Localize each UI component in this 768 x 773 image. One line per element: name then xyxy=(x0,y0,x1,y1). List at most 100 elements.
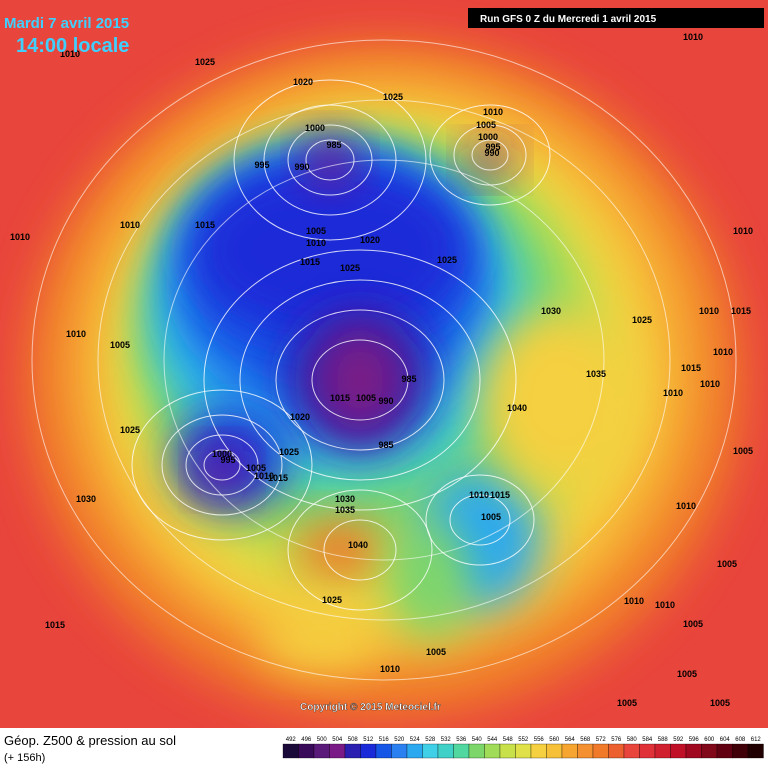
legend-swatch xyxy=(298,743,315,759)
isobar xyxy=(97,99,671,621)
pressure-label: 985 xyxy=(378,440,393,450)
legend-swatch xyxy=(546,743,563,759)
legend-swatch xyxy=(716,743,733,759)
pressure-label: 1040 xyxy=(507,403,527,413)
isobar xyxy=(239,279,481,481)
isobar-labels: 1010102510201025101010101005100099599010… xyxy=(10,32,753,708)
legend-label: 592 xyxy=(673,737,684,743)
isobar xyxy=(287,489,433,611)
pressure-label: 1010 xyxy=(700,379,720,389)
height-zone xyxy=(305,135,355,185)
pressure-label: 1010 xyxy=(469,490,489,500)
pressure-label: 1020 xyxy=(293,77,313,87)
legend-label: 568 xyxy=(580,737,591,743)
legend-label: 560 xyxy=(549,737,560,743)
legend-label: 516 xyxy=(379,737,390,743)
legend-swatch xyxy=(623,743,640,759)
isobar xyxy=(425,474,535,566)
pressure-label: 985 xyxy=(326,140,341,150)
pressure-label: 1005 xyxy=(617,698,637,708)
legend-swatch xyxy=(329,743,346,759)
pressure-label: 1020 xyxy=(290,412,310,422)
pressure-label: 1005 xyxy=(246,463,266,473)
legend-label: 496 xyxy=(301,737,312,743)
pressure-label: 1005 xyxy=(426,647,446,657)
legend-swatch xyxy=(592,743,609,759)
legend-label: 544 xyxy=(487,737,498,743)
isobar xyxy=(311,339,409,421)
legend-label: 548 xyxy=(503,737,514,743)
height-zone xyxy=(468,142,512,178)
legend-label: 572 xyxy=(596,737,607,743)
pressure-label: 1015 xyxy=(731,306,751,316)
pressure-label: 1025 xyxy=(383,92,403,102)
run-box xyxy=(468,8,764,28)
pressure-label: 1005 xyxy=(481,512,501,522)
pressure-label: 985 xyxy=(401,374,416,384)
pressure-label: 1010 xyxy=(483,107,503,117)
legend-label: 612 xyxy=(751,737,762,743)
isobar xyxy=(233,79,427,241)
legend-swatch xyxy=(732,743,749,759)
isobar xyxy=(323,519,397,581)
legend-label: 520 xyxy=(394,737,405,743)
pressure-label: 1000 xyxy=(212,449,232,459)
legend-label: 576 xyxy=(611,737,622,743)
pressure-label: 1010 xyxy=(655,600,675,610)
pressure-label: 1005 xyxy=(683,619,703,629)
pressure-label: 1040 xyxy=(348,540,368,550)
legend-label: 500 xyxy=(317,737,328,743)
height-zone xyxy=(390,520,470,640)
legend-label: 532 xyxy=(441,737,452,743)
legend-label: 580 xyxy=(627,737,638,743)
time: 14:00 locale xyxy=(16,35,129,57)
legend-swatch xyxy=(515,743,532,759)
height-zone xyxy=(260,610,380,670)
legend-label: 528 xyxy=(425,737,436,743)
pressure-label: 1015 xyxy=(300,257,320,267)
pressure-label: 1025 xyxy=(340,263,360,273)
isobar xyxy=(203,249,517,511)
legend-label: 608 xyxy=(735,737,746,743)
isobar xyxy=(305,139,355,181)
isobar xyxy=(275,309,445,451)
pressure-label: 1010 xyxy=(120,220,140,230)
pressure-label: 1010 xyxy=(663,388,683,398)
pressure-label: 1015 xyxy=(45,620,65,630)
legend-label: 492 xyxy=(286,737,297,743)
pressure-label: 1015 xyxy=(268,473,288,483)
legend-swatch xyxy=(685,743,702,759)
color-legend: 492 496 500 504 508 512 516 520 524 528 532 536 540 5… xyxy=(282,737,764,759)
pressure-label: 1010 xyxy=(624,596,644,606)
legend-swatch xyxy=(747,743,764,759)
pressure-label: 995 xyxy=(254,160,269,170)
pressure-label: 1000 xyxy=(478,132,498,142)
pressure-label: 995 xyxy=(220,455,235,465)
pressure-label: 1030 xyxy=(335,494,355,504)
pressure-label: 1010 xyxy=(254,471,274,481)
legend-label: 588 xyxy=(658,737,669,743)
legend-swatch xyxy=(670,743,687,759)
legend-label: 584 xyxy=(642,737,653,743)
run-info: Run GFS 0 Z du Mercredi 1 avril 2015 xyxy=(480,14,657,25)
footer-subtitle: (+ 156h) xyxy=(4,752,45,764)
legend-swatch xyxy=(530,743,547,759)
pressure-label: 1000 xyxy=(305,123,325,133)
legend-label: 604 xyxy=(720,737,731,743)
pressure-label: 1005 xyxy=(733,446,753,456)
pressure-label: 1015 xyxy=(195,220,215,230)
pressure-label: 995 xyxy=(485,142,500,152)
legend-swatch xyxy=(313,743,330,759)
isobar xyxy=(429,104,551,206)
legend-label: 512 xyxy=(363,737,374,743)
isobar xyxy=(203,449,241,481)
legend-swatch xyxy=(391,743,408,759)
isobar xyxy=(131,389,313,541)
pressure-label: 1025 xyxy=(195,57,215,67)
pressure-label: 1020 xyxy=(360,235,380,245)
pressure-label: 1015 xyxy=(330,393,350,403)
pressure-label: 990 xyxy=(294,162,309,172)
pressure-label: 1005 xyxy=(717,559,737,569)
height-zone xyxy=(295,520,385,580)
